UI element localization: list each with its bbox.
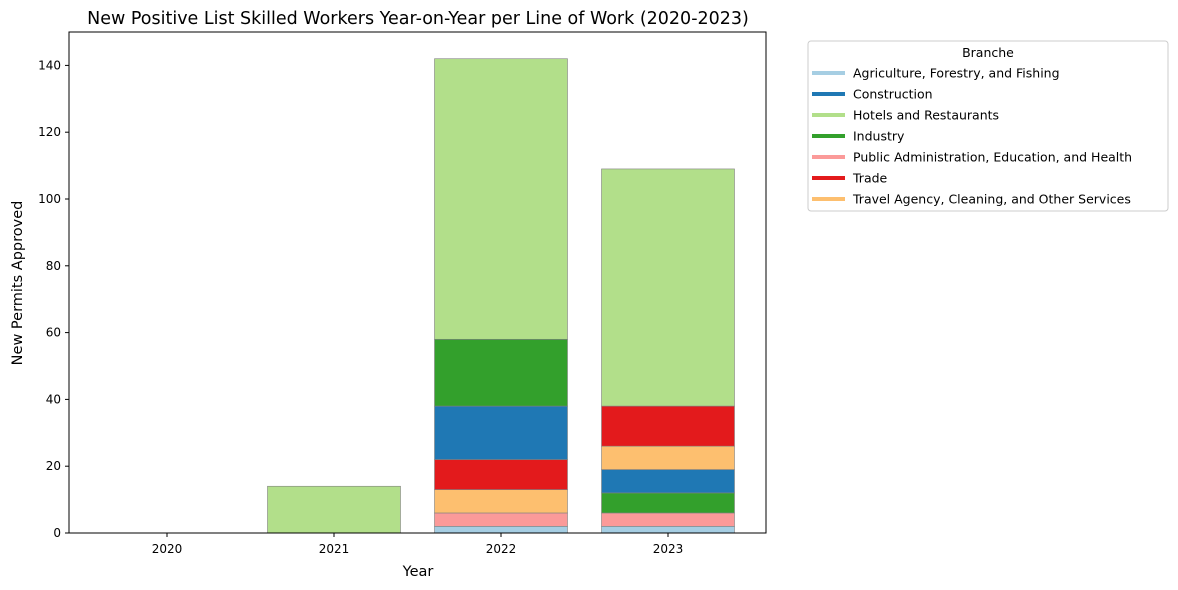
y-tick-label: 120 [38, 125, 61, 139]
bar-segment [601, 445, 735, 470]
legend-label: Public Administration, Education, and He… [853, 150, 1132, 165]
x-axis: 2020 2021 2022 2023 [152, 533, 684, 556]
y-tick-label: 20 [46, 459, 61, 473]
y-tick-label: 140 [38, 58, 61, 72]
y-tick-label: 0 [53, 526, 61, 540]
x-axis-label: Year [402, 564, 434, 580]
y-tick-label: 100 [38, 192, 61, 206]
y-axis: 0 20 40 60 80 100 120 140 [38, 58, 69, 540]
bar-segment [601, 512, 735, 527]
bar-segment [601, 405, 735, 447]
bar-segment [434, 459, 568, 490]
legend-label: Trade [852, 171, 888, 186]
y-axis-label: New Permits Approved [10, 201, 26, 366]
x-tick-label: 2023 [653, 542, 684, 556]
legend-label: Construction [853, 87, 933, 102]
bar-segment [434, 512, 568, 527]
bar-segment [434, 405, 568, 460]
bar-segment [601, 492, 735, 514]
bar-segment [601, 469, 735, 494]
x-tick-label: 2022 [486, 542, 517, 556]
bar-segment [434, 489, 568, 514]
y-tick-label: 40 [46, 392, 61, 406]
legend-label: Agriculture, Forestry, and Fishing [853, 66, 1060, 81]
bar-segment [267, 485, 401, 534]
bars-group [267, 58, 735, 534]
x-tick-label: 2021 [319, 542, 350, 556]
legend-label: Hotels and Restaurants [853, 108, 999, 123]
bar-segment [434, 338, 568, 407]
legend-label: Industry [853, 129, 905, 144]
chart-title: New Positive List Skilled Workers Year-o… [87, 9, 749, 29]
legend: Branche Agriculture, Forestry, and Fishi… [807, 40, 1169, 212]
bar-segment [601, 526, 735, 534]
legend-items: Agriculture, Forestry, and Fishing Constr… [812, 66, 1132, 207]
bar-segment [434, 526, 568, 534]
bar-segment [601, 168, 735, 407]
legend-box [807, 40, 1169, 212]
y-tick-label: 80 [46, 259, 61, 273]
legend-title: Branche [962, 45, 1014, 60]
legend-label: Travel Agency, Cleaning, and Other Servi… [852, 192, 1131, 207]
x-tick-label: 2020 [152, 542, 183, 556]
axes-frame [68, 31, 767, 534]
bar-segment [434, 58, 568, 340]
y-tick-label: 60 [46, 326, 61, 340]
